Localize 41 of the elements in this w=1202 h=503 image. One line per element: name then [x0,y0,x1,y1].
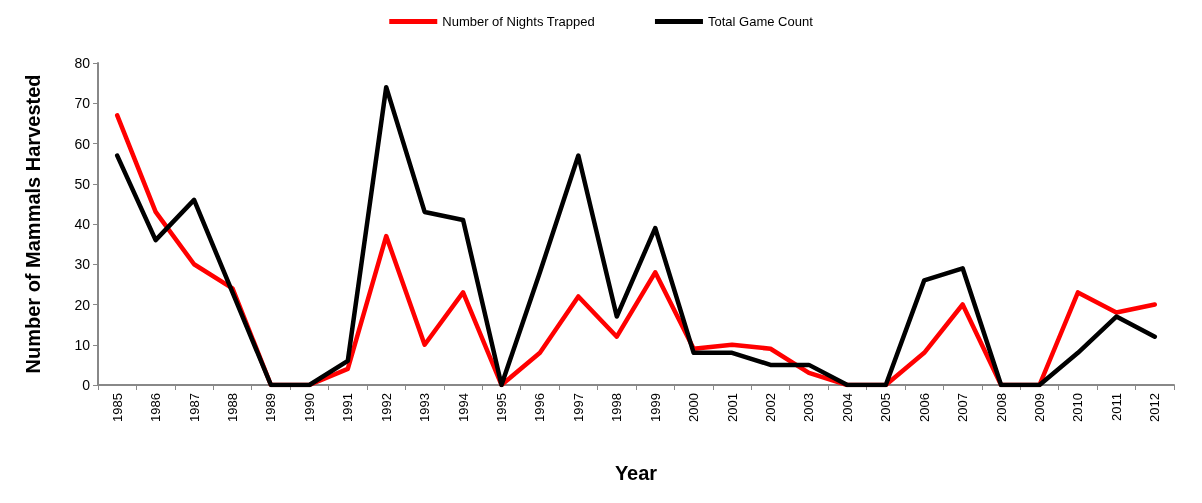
x-tick-label: 1994 [455,393,471,422]
x-tick-label: 2009 [1032,393,1047,422]
x-tick-label: 2006 [916,393,932,422]
x-tick-label: 1993 [417,393,433,422]
x-tick-label: 1999 [647,393,663,422]
y-tick-label: 0 [82,377,91,393]
x-tick-label: 1992 [378,393,394,422]
y-tick-label: 10 [74,336,91,353]
x-tick-label: 2008 [993,393,1009,422]
y-tick-label: 80 [74,55,91,71]
y-tick-label: 20 [74,296,91,313]
x-tick-label: 1990 [301,393,317,422]
x-tick-label: 2004 [839,393,855,422]
y-tick-label: 50 [74,175,91,192]
x-tick-label: 1989 [263,393,279,422]
y-tick-label: 30 [74,256,91,273]
x-tick-label: 1997 [570,393,586,422]
legend-label: Number of Nights Trapped [442,14,595,29]
legend-label: Total Game Count [707,14,814,29]
y-tick-label: 70 [74,95,91,112]
x-tick-label: 2003 [801,393,817,422]
x-tick-label: 1985 [109,393,125,422]
x-tick-label: 1987 [186,393,202,422]
x-tick-label: 2011 [1108,393,1124,421]
x-tick-label: 2001 [724,393,740,422]
x-tick-label: 1986 [148,393,164,422]
x-tick-label: 2010 [1070,393,1086,422]
x-tick-label: 2002 [763,393,778,422]
y-tick-label: 40 [74,216,91,232]
x-tick-label: 2000 [686,393,702,422]
x-tick-label: 2005 [878,393,894,422]
x-tick-label: 2012 [1147,393,1163,422]
y-axis-title: Number of Mammals Harvested [22,74,44,374]
x-tick-label: 1998 [609,393,625,422]
x-tick-label: 1988 [225,393,240,422]
x-tick-label: 2007 [955,393,971,422]
x-tick-label: 1991 [340,393,356,422]
x-tick-label: 1995 [494,393,509,422]
y-tick-label: 60 [74,135,91,152]
x-axis-title: Year [614,462,658,484]
x-tick-label: 1996 [532,393,548,422]
